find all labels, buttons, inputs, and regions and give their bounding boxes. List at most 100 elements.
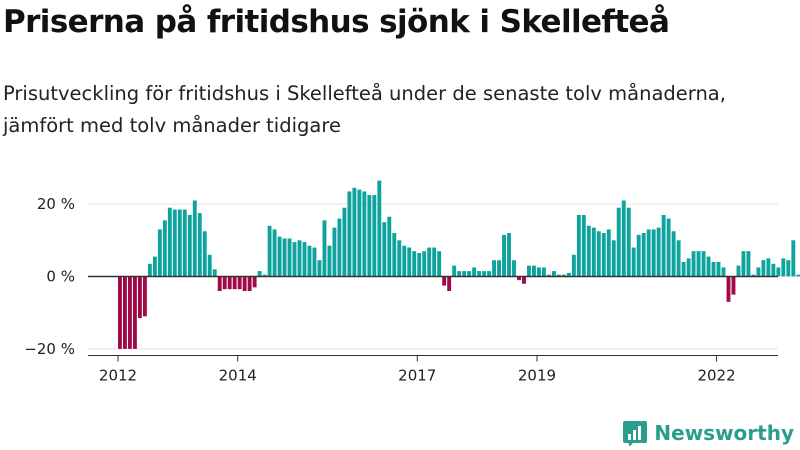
bar [252, 276, 257, 288]
bar [367, 195, 372, 277]
bar [467, 271, 472, 277]
bar [507, 233, 511, 277]
bar [666, 218, 671, 277]
bar [701, 251, 706, 277]
bar [137, 276, 142, 319]
bar [287, 238, 292, 277]
bar [721, 267, 726, 277]
bar [766, 258, 771, 277]
bar [522, 276, 526, 284]
bar [377, 180, 382, 277]
bar [407, 247, 412, 277]
bar [297, 240, 302, 277]
bar [272, 229, 277, 277]
bar [327, 245, 332, 277]
bar [118, 276, 122, 349]
bar [437, 251, 442, 277]
bar [751, 274, 756, 277]
bar [532, 265, 536, 277]
bar [497, 260, 501, 277]
bar [691, 251, 696, 277]
bar [706, 256, 711, 277]
bar [556, 274, 561, 277]
bar [676, 240, 681, 277]
chart-subtitle: Prisutveckling för fritidshus i Skelleft… [3, 82, 726, 137]
bar [352, 187, 357, 277]
bar [362, 191, 367, 277]
bar [307, 245, 312, 277]
bar [257, 271, 262, 277]
x-tick-label: 2012 [99, 367, 137, 385]
newsworthy-logo-icon [623, 421, 648, 446]
bar [397, 240, 402, 277]
bar [621, 200, 626, 277]
bar [262, 274, 267, 277]
bar [222, 276, 227, 290]
bar [756, 267, 761, 277]
bar [427, 247, 432, 277]
brand-logo: Newsworthy [622, 420, 794, 446]
brand-name: Newsworthy [654, 421, 794, 445]
bar [197, 213, 202, 277]
bar [247, 276, 252, 291]
bar [277, 236, 282, 277]
bar [636, 234, 641, 277]
bar [761, 260, 766, 277]
bar [781, 258, 786, 277]
bar [646, 229, 651, 277]
x-tick-label: 2017 [398, 367, 436, 385]
bar [417, 252, 422, 277]
bar [611, 240, 616, 277]
bar [626, 207, 631, 277]
bar [566, 272, 571, 277]
bar [696, 251, 701, 277]
bar [322, 220, 327, 277]
bar [157, 229, 162, 277]
bar [631, 247, 636, 277]
bar [546, 274, 551, 277]
bar [447, 276, 452, 291]
bar [791, 240, 796, 277]
bar [641, 233, 646, 277]
bar [402, 245, 407, 277]
bar [512, 260, 516, 277]
bar [212, 269, 217, 277]
bar [656, 227, 661, 277]
bar [472, 267, 477, 277]
bar [616, 207, 621, 277]
bar [591, 227, 596, 277]
bar [671, 231, 676, 277]
bar [536, 267, 541, 277]
bar [347, 191, 352, 277]
bar [302, 242, 307, 277]
bar [177, 209, 182, 277]
bar [527, 265, 531, 277]
chart-title: Priserna på fritidshus sjönk i Skellefte… [3, 4, 670, 40]
bar [317, 260, 322, 277]
bar [561, 274, 566, 277]
bar [432, 247, 437, 277]
bar [686, 258, 691, 277]
bar [576, 214, 581, 277]
bar [541, 267, 546, 277]
bar [457, 271, 462, 277]
bar [571, 254, 576, 277]
bar [127, 276, 132, 349]
bar [736, 265, 741, 277]
bar [342, 207, 347, 277]
bar [661, 214, 666, 277]
bar [202, 231, 207, 277]
y-tick-label: 20 % [37, 195, 75, 213]
y-tick-label: −20 % [24, 340, 75, 358]
bar [716, 262, 721, 277]
bar [681, 262, 686, 277]
bar [477, 271, 482, 277]
bar [332, 227, 337, 277]
bar [267, 225, 272, 277]
bar [312, 247, 317, 277]
bar [412, 251, 417, 277]
bar [771, 263, 776, 277]
bar [122, 276, 127, 349]
bar [711, 262, 716, 277]
